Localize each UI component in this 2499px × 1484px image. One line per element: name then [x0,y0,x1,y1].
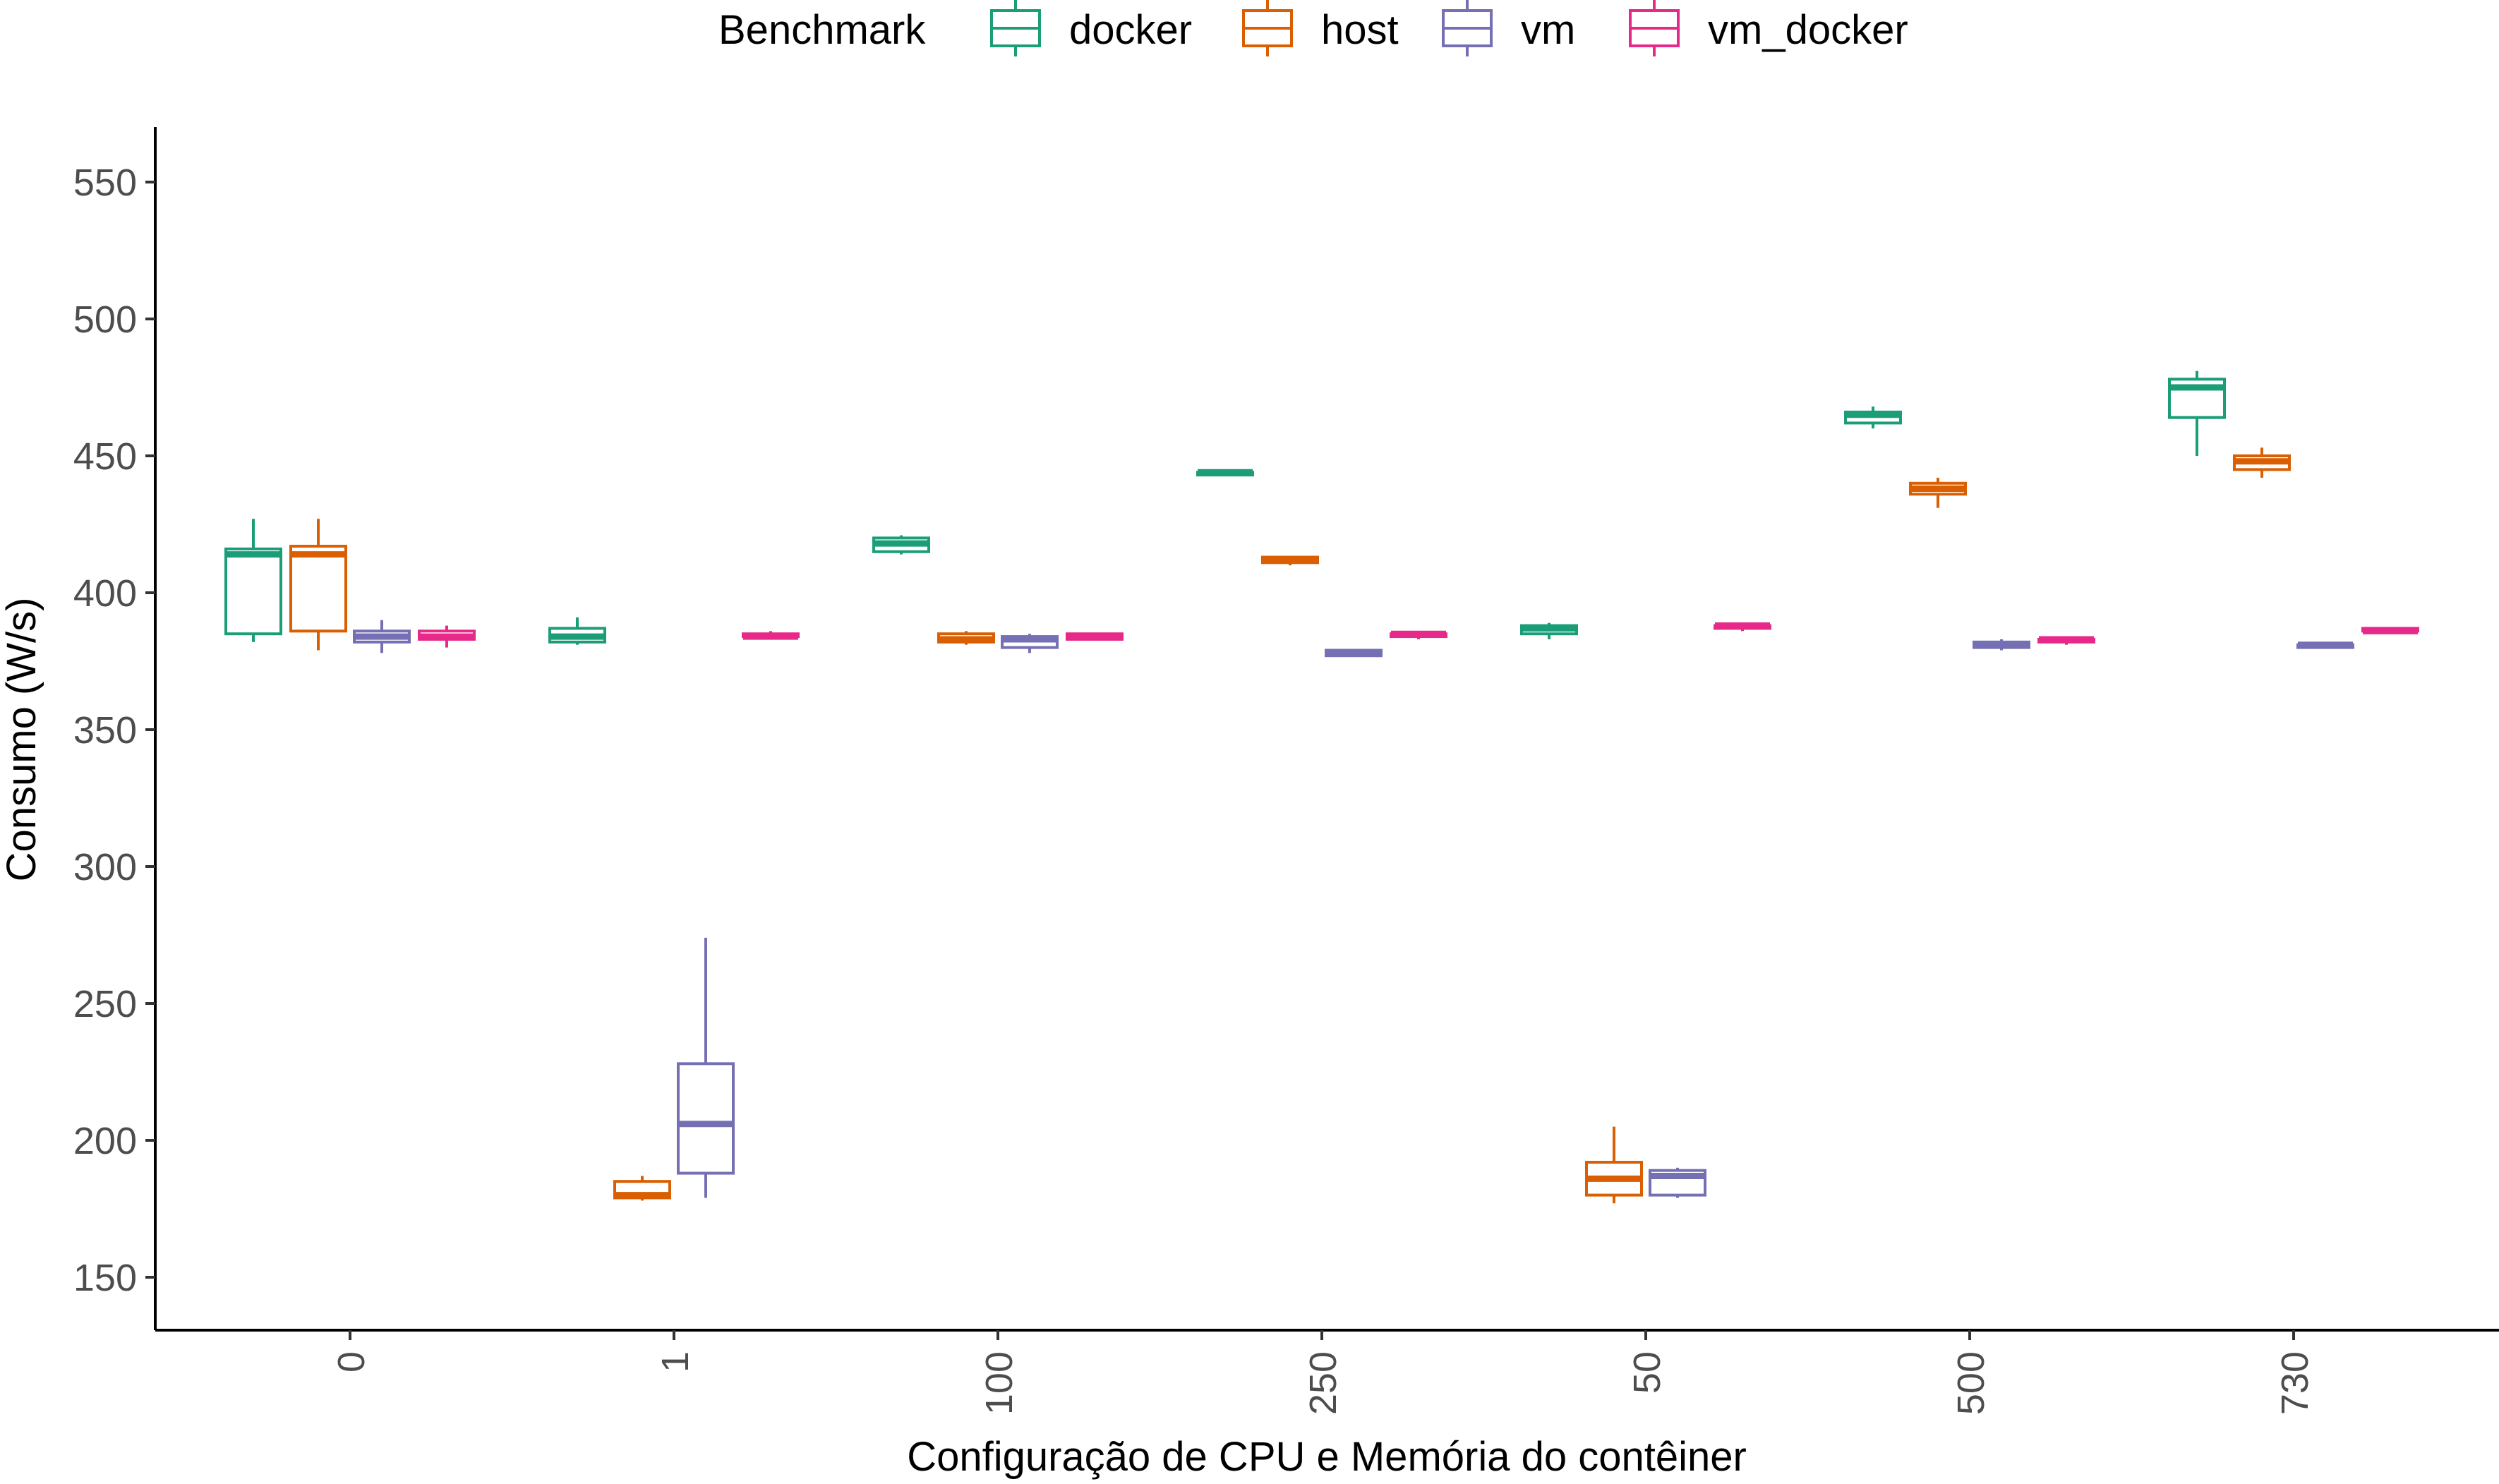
box-docker-500 [1844,406,1902,429]
box-vm_docker-250 [1390,630,1447,639]
box-vm-0 [353,620,411,653]
legend-title: Benchmark [718,7,926,53]
legend: Benchmark docker host vm vm_docker [718,0,1908,56]
y-tick-label: 450 [73,435,137,478]
y-axis: 150 200 250 300 350 400 450 500 550 [73,127,157,1330]
box-docker-1 [548,617,606,645]
x-tick-label: 500 [1950,1351,1992,1415]
x-tick-label: 100 [978,1351,1020,1415]
box-docker-730 [2168,370,2226,456]
legend-label: vm [1521,7,1575,53]
series-docker [224,370,2226,645]
series-vm_docker [418,622,2419,648]
y-axis-title: Consumo (W/s) [0,598,44,882]
box-host-250 [1261,555,1319,566]
legend-label: host [1321,7,1399,53]
y-tick-label: 350 [73,709,137,752]
x-axis: 0 1 100 250 50 500 730 [155,1329,2499,1415]
x-tick-label: 250 [1302,1351,1344,1415]
box-host-500 [1909,478,1967,508]
box-vm_docker-730 [2361,627,2419,634]
legend-item-host: host [1242,0,1399,56]
y-tick-label: 500 [73,298,137,341]
box-vm-250 [1325,649,1383,658]
x-tick-label: 50 [1626,1351,1668,1394]
box-body [289,545,347,633]
box-docker-250 [1196,469,1254,477]
box-vm-1 [677,937,735,1198]
box-vm-500 [1973,639,2030,651]
series-vm [353,620,2354,1198]
y-tick-label: 250 [73,983,137,1025]
box-vm_docker-50 [1714,622,1771,632]
box-vm_docker-500 [2037,636,2095,645]
legend-item-vm_docker: vm_docker [1629,0,1908,56]
legend-item-vm: vm [1442,0,1575,56]
box-vm_docker-100 [1066,632,1124,641]
box-host-0 [289,519,347,651]
box-vm-730 [2296,641,2354,649]
box-host-730 [2233,447,2291,478]
y-tick-label: 400 [73,572,137,615]
box-body [224,547,282,636]
box-docker-100 [872,535,930,555]
y-tick-label: 200 [73,1120,137,1162]
box-vm_docker-1 [742,631,800,640]
x-tick-label: 730 [2274,1351,2316,1415]
y-tick-label: 550 [73,162,137,204]
box-docker-50 [1520,622,1578,639]
legend-label: vm_docker [1708,7,1908,53]
series-host [289,447,2291,1204]
box-vm_docker-0 [418,625,476,648]
x-tick-label: 0 [330,1351,373,1373]
legend-item-docker: docker [990,0,1192,56]
box-body [677,1062,735,1175]
y-tick-label: 150 [73,1257,137,1299]
box-vm-100 [1001,634,1059,653]
box-host-100 [937,631,995,645]
legend-label: docker [1069,7,1192,53]
box-host-1 [613,1176,671,1201]
y-tick-label: 300 [73,846,137,888]
plot-area [224,370,2419,1204]
x-tick-label: 1 [654,1351,697,1373]
box-host-50 [1585,1126,1643,1204]
x-axis-title: Configuração de CPU e Memória do contêin… [907,1434,1747,1480]
box-docker-0 [224,519,282,642]
box-vm-50 [1649,1167,1706,1198]
